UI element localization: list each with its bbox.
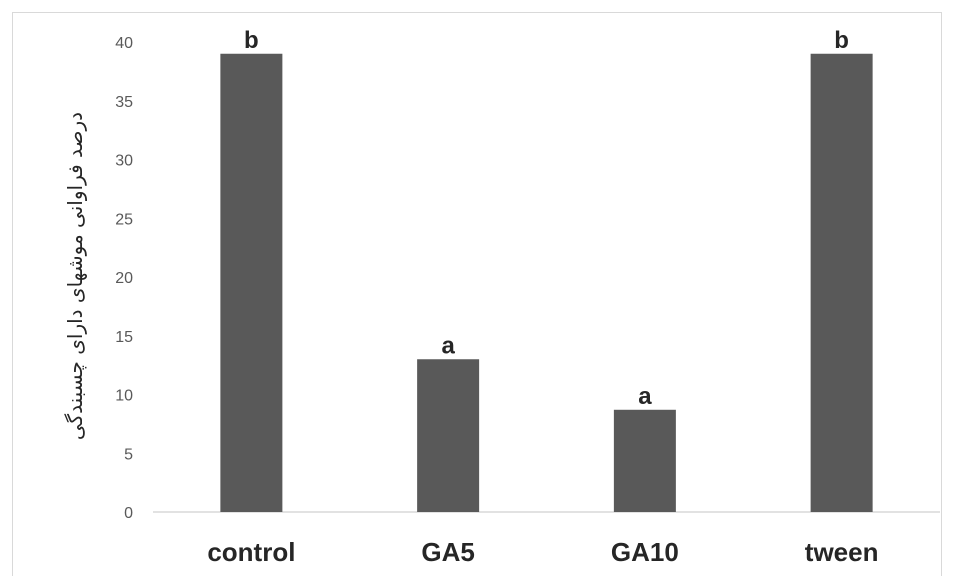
y-tick-label: 25	[115, 211, 133, 228]
y-tick-label: 30	[115, 153, 133, 170]
category-label: tween	[805, 537, 879, 567]
bar-ga10	[613, 409, 676, 512]
bars	[220, 53, 873, 512]
y-tick-label: 15	[115, 329, 133, 346]
y-tick-label: 10	[115, 388, 133, 405]
bar-significance-label: b	[244, 27, 259, 54]
bar-control	[220, 53, 283, 512]
bar-labels: b a a b	[244, 27, 849, 410]
category-labels: control GA5 GA10 tween	[207, 537, 878, 567]
bar-significance-label: b	[834, 27, 849, 54]
y-axis-ticks: 0 5 10 15 20 25 30 35 40	[115, 35, 133, 522]
category-label: GA10	[611, 537, 679, 567]
y-tick-label: 40	[115, 35, 133, 52]
bar-significance-label: a	[638, 383, 652, 410]
y-axis-label: درصد فراوانی موشهای دارای چسبندگی	[63, 112, 87, 440]
y-tick-label: 35	[115, 94, 133, 111]
bar-ga5	[417, 359, 480, 512]
category-label: control	[207, 537, 295, 567]
y-tick-label: 5	[124, 446, 133, 463]
bar-significance-label: a	[441, 332, 455, 359]
bar-tween	[810, 53, 873, 512]
y-tick-label: 0	[124, 505, 133, 522]
chart-frame	[12, 12, 942, 576]
category-label: GA5	[421, 537, 474, 567]
y-tick-label: 20	[115, 270, 133, 287]
